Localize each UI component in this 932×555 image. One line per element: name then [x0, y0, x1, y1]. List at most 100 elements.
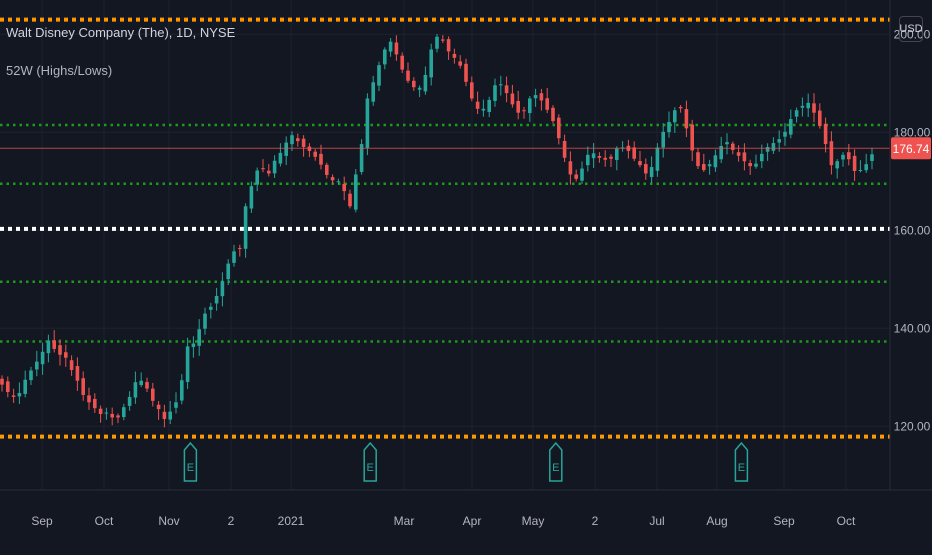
time-tick-label: Apr: [463, 514, 482, 528]
candle-down: [87, 395, 91, 403]
time-tick-label: May: [522, 514, 545, 528]
candle-up: [284, 142, 288, 156]
candle-up: [17, 392, 22, 397]
symbol-title[interactable]: Walt Disney Company (The), 1D, NYSE: [6, 25, 236, 40]
candle-down: [98, 408, 103, 415]
candle-up: [354, 174, 358, 210]
earnings-marker-label: E: [552, 462, 559, 474]
candles: [0, 34, 874, 428]
candle-down: [400, 55, 404, 70]
candle-up: [789, 119, 793, 135]
indicator-title[interactable]: 52W (Highs/Lows): [6, 63, 113, 78]
candle-up: [719, 146, 723, 160]
price-axis[interactable]: 120.00 140.00 160.00 180.00 200.00 176.74: [889, 0, 932, 550]
candle-up: [383, 49, 387, 65]
candle-up: [290, 135, 294, 145]
price-tick-label: 200.00: [894, 27, 931, 41]
time-axis[interactable]: Sep Oct Nov 2 2021 Mar Apr May 2 Jul Aug Sep Oct: [0, 489, 932, 528]
candle-up: [40, 351, 45, 365]
candle-down: [6, 381, 10, 392]
candle-down: [812, 103, 816, 113]
candle-up: [673, 110, 677, 123]
candle-down: [632, 147, 636, 159]
candle-down: [58, 345, 62, 355]
candle-up: [713, 155, 718, 168]
time-tick-label: Sep: [31, 514, 53, 528]
candle-up: [214, 295, 219, 304]
candle-down: [116, 415, 120, 418]
candle-down: [609, 156, 613, 159]
candle-up: [493, 85, 497, 101]
candle-up: [133, 382, 138, 398]
candle-up: [226, 263, 230, 280]
candle-down: [731, 143, 735, 150]
candle-up: [336, 181, 341, 183]
candle-up: [806, 102, 810, 109]
candle-down: [736, 152, 741, 156]
time-tick-label: Oct: [837, 514, 856, 528]
earnings-marker[interactable]: E: [734, 441, 749, 482]
candle-up: [499, 84, 503, 86]
time-tick-label: Aug: [706, 514, 727, 528]
candle-down: [545, 98, 549, 110]
earnings-marker-shape: [363, 441, 377, 482]
candle-up: [168, 411, 172, 420]
candle-down: [557, 117, 561, 139]
candle-up: [533, 95, 538, 99]
candle-down: [64, 352, 68, 358]
candle-up: [243, 206, 248, 249]
candle-up: [655, 147, 660, 171]
candle-down: [145, 382, 149, 389]
time-tick-label: Sep: [773, 514, 795, 528]
candle-up: [139, 380, 143, 386]
earnings-marker-label: E: [187, 462, 194, 474]
candle-down: [818, 110, 822, 126]
candle-up: [435, 36, 439, 49]
price-tick-label: 160.00: [894, 223, 931, 237]
candle-up: [122, 407, 126, 418]
candle-down: [742, 152, 747, 162]
earnings-marker-shape: [734, 441, 749, 482]
candle-down: [330, 177, 335, 181]
candle-down: [93, 398, 97, 409]
candle-down: [81, 378, 85, 395]
candle-down: [52, 340, 56, 349]
candle-down: [446, 39, 451, 52]
candle-down: [394, 42, 399, 55]
candle-down: [678, 106, 683, 109]
candle-down: [597, 155, 602, 158]
candle-up: [754, 163, 758, 167]
candle-down: [348, 193, 352, 207]
candle-up: [365, 98, 370, 148]
candle-up: [649, 167, 654, 178]
candle-down: [574, 174, 578, 179]
earnings-marker-shape: [183, 441, 198, 482]
earnings-marker[interactable]: E: [363, 441, 377, 482]
candle-up: [725, 142, 729, 145]
candle-down: [267, 170, 271, 174]
candle-down: [301, 138, 306, 147]
candle-down: [510, 93, 515, 105]
currency-button[interactable]: USD: [899, 16, 923, 42]
candle-up: [870, 154, 874, 161]
candle-up: [586, 154, 590, 166]
candle-down: [696, 152, 700, 167]
last-price-value: 176.74: [893, 142, 930, 156]
earnings-marker[interactable]: E: [183, 441, 198, 482]
candle-down: [603, 157, 607, 160]
candle-down: [69, 360, 74, 370]
candle-down: [475, 101, 480, 109]
candle-down: [539, 93, 544, 101]
candle-up: [777, 139, 781, 143]
candle-down: [441, 39, 445, 41]
candle-down: [238, 247, 242, 249]
candle-up: [377, 65, 381, 86]
candle-up: [835, 161, 839, 169]
price-tick-label: 120.00: [894, 419, 931, 433]
earnings-marker[interactable]: E: [549, 441, 563, 482]
candle-up: [487, 99, 491, 112]
candle-down: [504, 85, 509, 94]
